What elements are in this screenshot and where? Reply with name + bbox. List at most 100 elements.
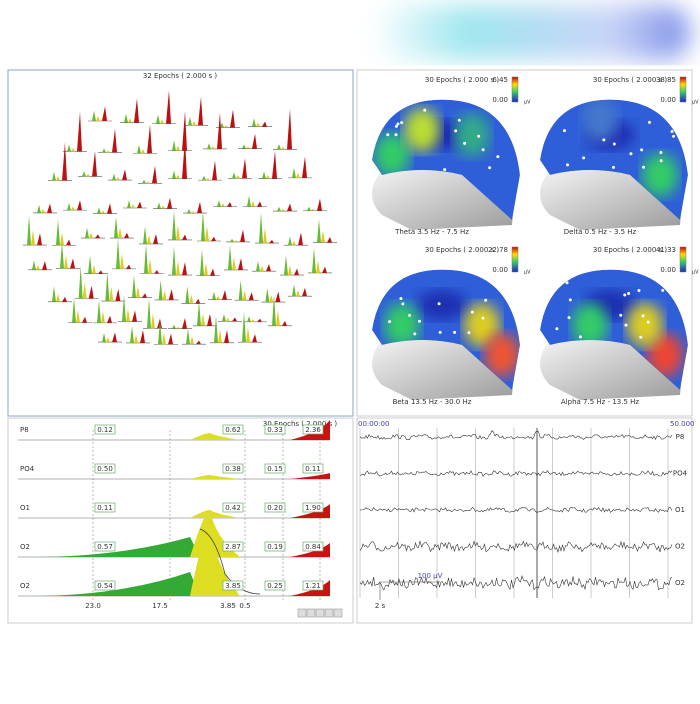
mini-spectrum: [182, 328, 206, 345]
electrode: [568, 298, 572, 302]
peak-red: [182, 138, 187, 179]
peak-green: [222, 314, 226, 322]
peak-red: [107, 203, 112, 214]
electrode: [496, 155, 500, 159]
mini-spectrum: [23, 215, 47, 246]
band-value: 0.84: [305, 543, 321, 551]
value-box: [264, 502, 286, 513]
peak-yellow: [82, 282, 87, 299]
peak-red: [302, 287, 307, 297]
peak-yellow: [31, 230, 35, 246]
cap-blob: [627, 303, 663, 347]
mini-spectrum: [284, 232, 308, 246]
peak-yellow: [251, 319, 255, 322]
peak-red: [77, 111, 82, 152]
mini-spectrum: [74, 265, 99, 299]
mini-spectrum: [198, 160, 222, 181]
electrode: [639, 335, 643, 339]
band-yellow: [190, 524, 240, 596]
nav-button[interactable]: [306, 608, 316, 618]
cap-blob: [374, 133, 410, 177]
peak-red: [88, 285, 94, 299]
nav-button[interactable]: [333, 608, 343, 618]
eeg-channel: O1: [675, 506, 685, 514]
electrode: [463, 141, 467, 145]
peak-green: [112, 173, 116, 181]
peak-green: [130, 326, 134, 343]
mini-spectrum: [118, 295, 142, 322]
peak-red: [115, 288, 121, 302]
peak-green: [265, 288, 270, 303]
peak-yellow: [162, 332, 166, 345]
mini-spectrum: [224, 245, 248, 271]
peak-yellow: [263, 227, 267, 244]
peak-red: [182, 262, 187, 276]
panel-title: 32 Epochs ( 2.000 s ): [143, 72, 218, 80]
color-bar: [511, 76, 519, 103]
eeg-trace: [359, 540, 673, 554]
band-value: 0.57: [97, 543, 113, 551]
start-time: 00:00:00: [358, 420, 389, 428]
electrode: [611, 165, 615, 169]
nav-button[interactable]: [315, 608, 325, 618]
band-red: [290, 504, 330, 518]
peak-green: [32, 260, 36, 270]
mini-spectrum: [193, 301, 217, 327]
electrode: [481, 148, 485, 152]
peak-green: [124, 113, 128, 123]
mini-spectrum: [168, 210, 192, 241]
peak-green: [72, 297, 76, 323]
mini-spectrum: [168, 138, 192, 180]
peak-green: [156, 114, 160, 124]
mini-spectrum: [168, 318, 192, 329]
peak-green: [52, 171, 56, 181]
peak-yellow: [256, 122, 260, 127]
mini-spectrum: [313, 219, 337, 243]
peak-yellow: [232, 257, 236, 270]
peak-yellow: [56, 176, 60, 181]
electrode: [399, 296, 403, 300]
map-min: 0.00: [492, 96, 508, 104]
mini-spectrum: [84, 255, 108, 275]
electrode: [396, 122, 400, 126]
eeg-trace: [359, 429, 673, 441]
value-box: [222, 580, 244, 591]
nav-button[interactable]: [324, 608, 334, 618]
channel-label: O2: [20, 582, 30, 590]
cap-blob: [484, 333, 520, 377]
peak-red: [327, 236, 332, 243]
mini-spectrum: [93, 300, 117, 324]
peak-green: [158, 321, 162, 345]
map-title: 30 Epochs ( 2.000 s ): [425, 76, 500, 84]
mini-spectrum: [28, 260, 52, 271]
electrode: [640, 148, 644, 152]
band-value: 0.54: [97, 582, 113, 590]
mini-spectrum: [226, 229, 250, 243]
peak-red: [207, 313, 212, 326]
nav-button[interactable]: [297, 608, 307, 618]
peak-yellow: [176, 326, 180, 329]
cap-blob: [404, 108, 440, 152]
peak-green: [105, 271, 110, 302]
color-bar: [679, 76, 687, 103]
electrode: [400, 121, 404, 125]
electrode: [477, 134, 481, 138]
map-title: 30 Epochs ( 2.000 s ): [593, 76, 668, 84]
peak-yellow: [311, 208, 315, 211]
band-value: 0.25: [267, 582, 283, 590]
peak-yellow: [266, 175, 270, 179]
peak-red: [262, 121, 267, 127]
peak-yellow: [96, 115, 100, 122]
band-yellow: [190, 433, 240, 440]
electrode: [659, 159, 663, 163]
mini-spectrum: [168, 111, 192, 151]
peak-green: [202, 175, 206, 181]
eeg-panel: 00:00:00 50.000 P8 PO4 O1 O2 O2 100 µV 2 s: [356, 417, 695, 624]
peak-green: [114, 216, 118, 239]
peak-yellow: [288, 265, 292, 276]
peak-yellow: [269, 295, 274, 303]
electrode: [623, 293, 627, 297]
electrode: [619, 313, 623, 317]
peak-red: [232, 317, 237, 322]
